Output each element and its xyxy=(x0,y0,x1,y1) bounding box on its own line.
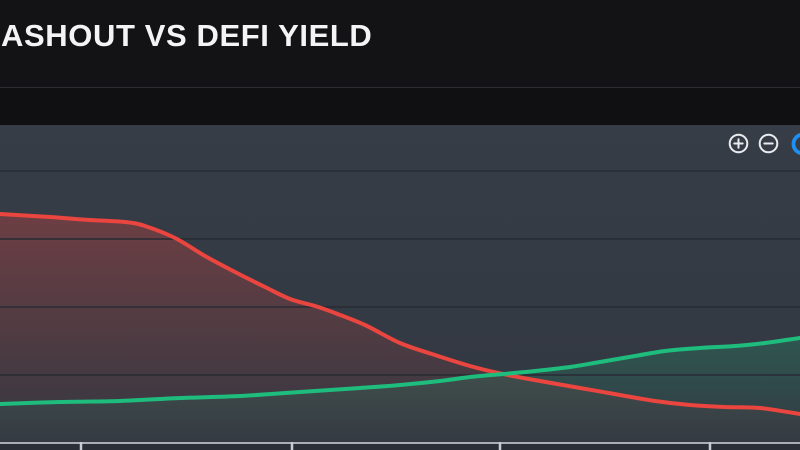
blue-circle-icon xyxy=(791,133,800,155)
plus-circle-icon xyxy=(728,133,749,154)
toolbar-strip xyxy=(0,88,800,125)
cashout-red-line xyxy=(0,212,800,416)
zoom-out-button[interactable] xyxy=(758,133,779,154)
defi-yield-green-area xyxy=(0,338,800,443)
line-chart[interactable] xyxy=(0,125,800,450)
page-title: ASHOUT VS DEFI YIELD xyxy=(1,18,373,53)
reset-zoom-button[interactable] xyxy=(791,132,800,156)
cashout-red-area xyxy=(0,214,800,443)
minus-circle-icon xyxy=(758,133,779,154)
defi-yield-green-line xyxy=(0,336,800,406)
zoom-in-button[interactable] xyxy=(728,133,749,154)
chart-header: ASHOUT VS DEFI YIELD xyxy=(0,0,800,88)
chart-panel xyxy=(0,125,800,450)
x-axis-strip xyxy=(0,444,800,450)
